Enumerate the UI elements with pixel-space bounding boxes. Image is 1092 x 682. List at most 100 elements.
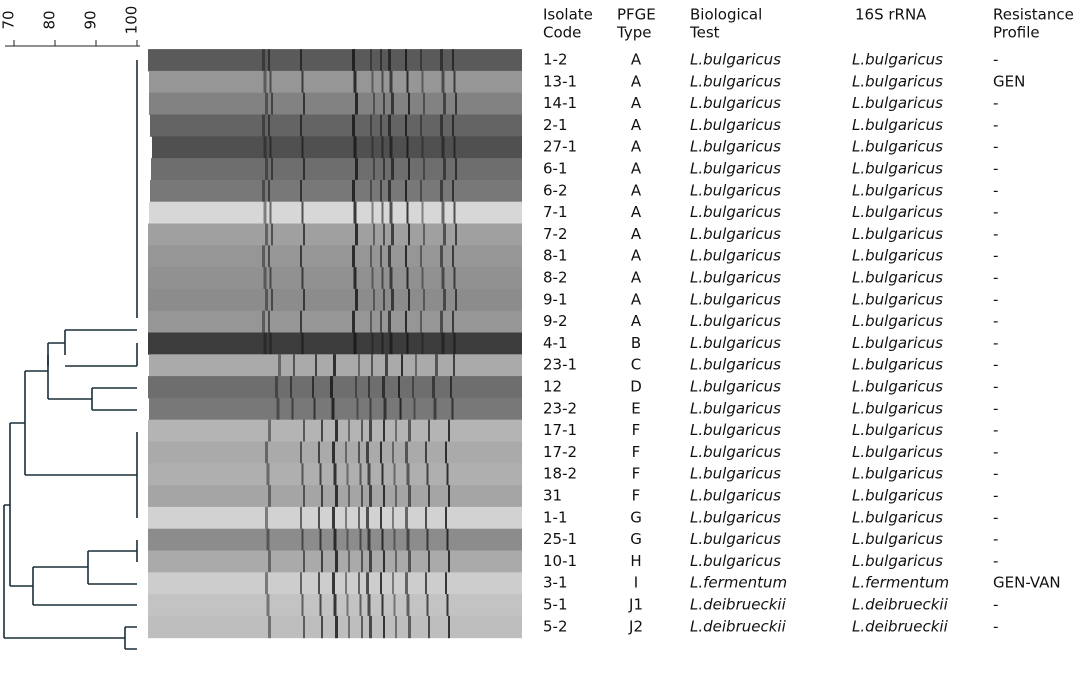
gel-band xyxy=(354,333,357,355)
gel-band xyxy=(366,442,369,464)
resistance-profile: - xyxy=(993,94,998,112)
gel-band xyxy=(385,354,388,376)
isolate-code: 3-1 xyxy=(543,574,568,592)
isolate-code: 27-1 xyxy=(543,138,577,156)
biological-test: L.bulgaricus xyxy=(690,203,781,221)
gel-band xyxy=(330,376,333,398)
gel-band xyxy=(442,136,445,158)
pfge-type: J1 xyxy=(628,596,643,614)
gel-band xyxy=(265,572,268,594)
gel-band xyxy=(405,572,408,594)
rrna-16s: L.bulgaricus xyxy=(852,334,943,352)
gel-band xyxy=(454,267,456,289)
gel-band xyxy=(440,115,443,137)
gel-lane xyxy=(148,289,522,311)
gel-band xyxy=(407,333,409,355)
gel-band xyxy=(388,115,391,137)
gel-lane xyxy=(149,93,522,115)
pfge-type: A xyxy=(631,247,642,265)
gel-band xyxy=(370,180,372,202)
gel-band xyxy=(265,289,268,311)
column-header: Biological xyxy=(690,6,762,24)
pfge-type: F xyxy=(632,465,641,483)
gel-band xyxy=(318,572,320,594)
gel-band xyxy=(303,158,305,180)
gel-band xyxy=(355,224,358,246)
pfge-type: A xyxy=(631,51,642,69)
biological-test: L.bulgaricus xyxy=(690,399,781,417)
gel-band xyxy=(391,289,394,311)
gel-band xyxy=(382,267,384,289)
resistance-profile: - xyxy=(993,596,998,614)
gel-band xyxy=(352,311,355,333)
gel-band xyxy=(394,463,396,485)
gel-band xyxy=(382,136,384,158)
resistance-profile: GEN xyxy=(993,72,1025,90)
gel-band xyxy=(271,289,273,311)
gel-band xyxy=(440,311,443,333)
gel-band xyxy=(371,354,373,376)
gel-band xyxy=(347,463,349,485)
gel-band xyxy=(358,507,360,529)
gel-band xyxy=(358,442,360,464)
gel-band xyxy=(448,420,450,442)
gel-band xyxy=(407,463,410,485)
gel-band xyxy=(392,442,394,464)
gel-band xyxy=(443,224,446,246)
column-header: Isolate xyxy=(543,6,593,24)
gel-band xyxy=(445,507,447,529)
gel-band xyxy=(405,49,407,71)
pfge-type: A xyxy=(631,160,642,178)
gel-band xyxy=(380,572,382,594)
gel-band xyxy=(420,245,422,267)
scale-label: 80 xyxy=(41,10,59,29)
gel-band xyxy=(348,485,350,507)
isolate-code: 23-2 xyxy=(543,399,577,417)
gel-band xyxy=(423,289,425,311)
gel-band xyxy=(452,115,454,137)
isolate-code: 18-2 xyxy=(543,465,577,483)
gel-band xyxy=(302,136,304,158)
gel-band xyxy=(268,420,271,442)
biological-test: L.bulgaricus xyxy=(690,508,781,526)
gel-band xyxy=(373,289,375,311)
scale-label: 100 xyxy=(123,6,141,35)
gel-band xyxy=(265,224,268,246)
isolate-code: 4-1 xyxy=(543,334,568,352)
gel-band xyxy=(453,354,455,376)
pfge-type: A xyxy=(631,116,642,134)
gel-band xyxy=(383,616,385,638)
gel-band xyxy=(335,616,338,638)
column-header: Code xyxy=(543,24,581,42)
gel-band xyxy=(405,180,407,202)
gel-band xyxy=(372,202,374,224)
gel-lane xyxy=(150,115,522,137)
gel-band xyxy=(422,333,424,355)
rrna-16s: L.bulgaricus xyxy=(852,552,943,570)
gel-band xyxy=(358,572,360,594)
gel-band xyxy=(394,529,396,551)
gel-band xyxy=(442,333,445,355)
gel-band xyxy=(347,594,349,616)
gel-band xyxy=(382,594,384,616)
rrna-16s: L.bulgaricus xyxy=(852,487,943,505)
isolate-code: 9-2 xyxy=(543,312,568,330)
pfge-type: A xyxy=(631,312,642,330)
isolate-code: 5-1 xyxy=(543,596,568,614)
gel-band xyxy=(262,180,265,202)
pfge-type: F xyxy=(632,421,641,439)
gel-band xyxy=(395,485,397,507)
gel-band xyxy=(312,376,314,398)
resistance-profile: - xyxy=(993,552,998,570)
gel-band xyxy=(455,93,457,115)
gel-band xyxy=(408,158,410,180)
gel-band xyxy=(278,354,281,376)
gel-band xyxy=(303,93,305,115)
rrna-16s: L.bulgaricus xyxy=(852,378,943,396)
gel-band xyxy=(372,71,374,93)
gel-band xyxy=(366,572,369,594)
gel-band xyxy=(354,136,357,158)
biological-test: L.bulgaricus xyxy=(690,465,781,483)
gel-band xyxy=(405,245,407,267)
gel-band xyxy=(420,115,422,137)
